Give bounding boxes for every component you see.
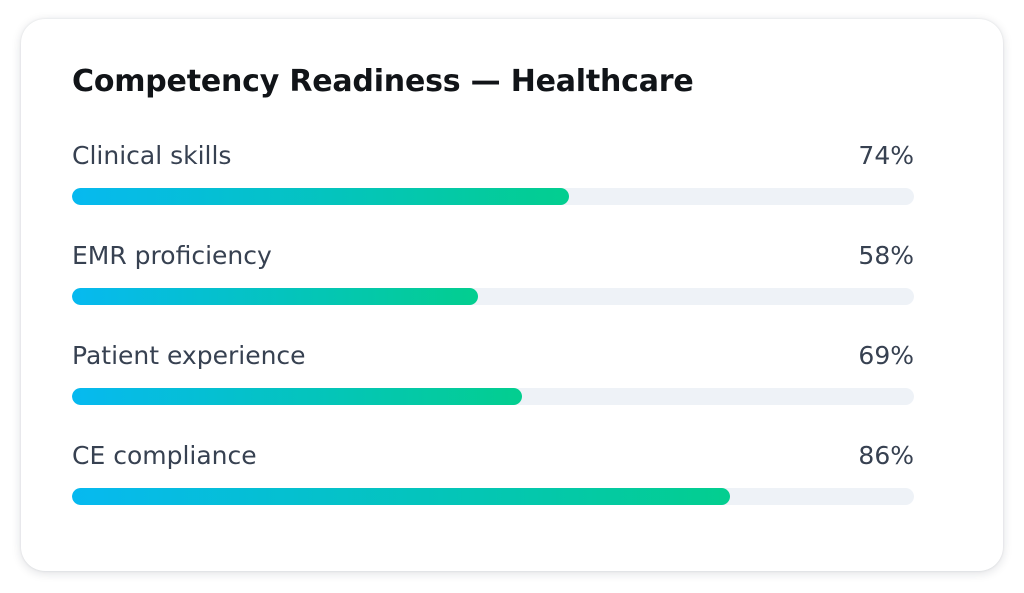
metric-label: Clinical skills [72, 141, 232, 170]
metric-ce-compliance: CE compliance 86% [72, 440, 914, 505]
metric-clinical-skills: Clinical skills 74% [72, 140, 914, 205]
competency-card: Competency Readiness — Healthcare Clinic… [21, 19, 1003, 571]
progress-track [72, 388, 914, 405]
progress-fill [72, 488, 731, 505]
progress-track [72, 488, 914, 505]
progress-fill [72, 188, 569, 205]
metric-emr-proficiency: EMR proficiency 58% [72, 240, 914, 305]
metric-label: CE compliance [72, 441, 257, 470]
metric-patient-experience: Patient experience 69% [72, 340, 914, 405]
card-title: Competency Readiness — Healthcare [72, 64, 694, 99]
metric-value: 74% [858, 141, 914, 170]
progress-fill [72, 388, 522, 405]
metric-value: 58% [858, 241, 914, 270]
progress-fill [72, 288, 478, 305]
progress-track [72, 188, 914, 205]
metric-value: 86% [858, 441, 914, 470]
progress-track [72, 288, 914, 305]
metric-label: EMR proficiency [72, 241, 272, 270]
metric-label: Patient experience [72, 341, 306, 370]
metric-value: 69% [858, 341, 914, 370]
